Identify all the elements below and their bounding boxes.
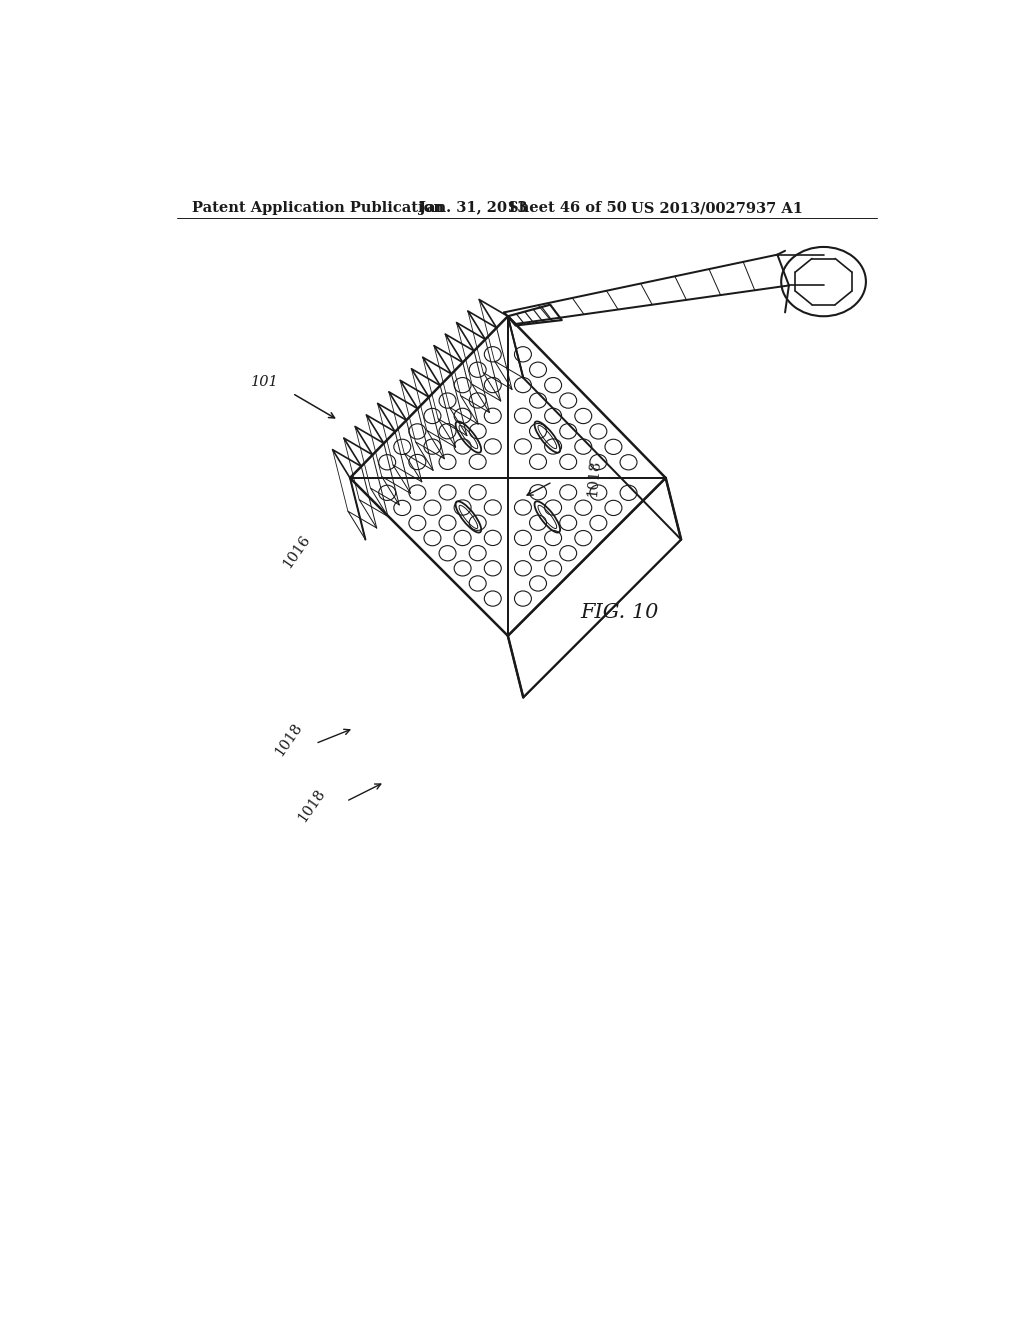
Text: US 2013/0027937 A1: US 2013/0027937 A1	[631, 202, 803, 215]
Text: Patent Application Publication: Patent Application Publication	[193, 202, 444, 215]
Text: 1018: 1018	[295, 785, 328, 825]
Text: Jan. 31, 2013: Jan. 31, 2013	[419, 202, 527, 215]
Text: 1016: 1016	[280, 532, 312, 570]
Text: FIG. 10: FIG. 10	[581, 603, 658, 622]
Text: Sheet 46 of 50: Sheet 46 of 50	[508, 202, 627, 215]
Text: 1018: 1018	[272, 721, 305, 759]
Text: 1018: 1018	[585, 459, 602, 498]
Text: 101: 101	[252, 375, 280, 388]
